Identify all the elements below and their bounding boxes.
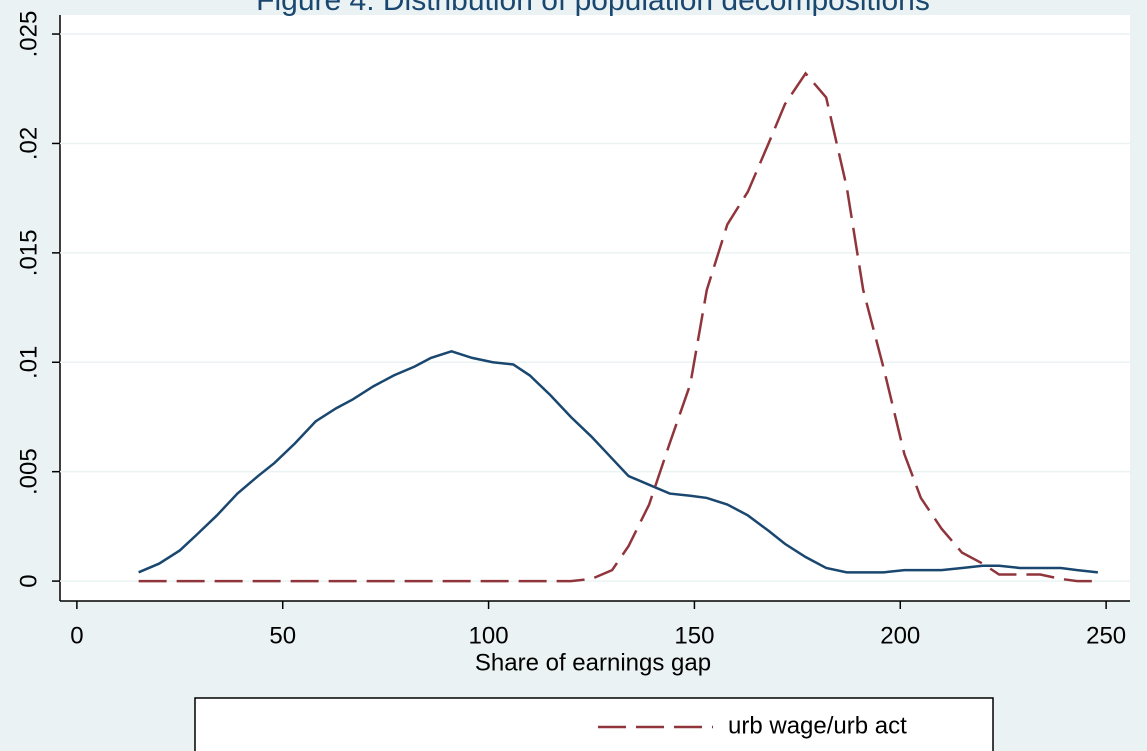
x-tick-label: 100 bbox=[469, 622, 509, 649]
x-tick-label: 50 bbox=[269, 622, 296, 649]
y-tick-label: .025 bbox=[15, 11, 42, 58]
y-tick-label: .005 bbox=[15, 448, 42, 495]
y-tick-label: 0 bbox=[15, 574, 42, 587]
line-series bbox=[138, 71, 1098, 583]
x-tick-label: 200 bbox=[880, 622, 920, 649]
legend-label: urb wage/urb act bbox=[728, 712, 907, 739]
line-series bbox=[138, 350, 1099, 574]
plot-area bbox=[60, 15, 1130, 601]
x-axis-label: Share of earnings gap bbox=[475, 649, 711, 676]
x-tick-label: 250 bbox=[1086, 622, 1126, 649]
y-tick-label: .02 bbox=[15, 127, 42, 160]
x-tick-label: 0 bbox=[70, 622, 83, 649]
x-tick-label: 150 bbox=[674, 622, 714, 649]
y-tick-label: .015 bbox=[15, 229, 42, 276]
chart-title: Figure 4: Distribution of population dec… bbox=[256, 0, 930, 17]
legend bbox=[194, 697, 994, 751]
y-tick-label: .01 bbox=[15, 346, 42, 379]
